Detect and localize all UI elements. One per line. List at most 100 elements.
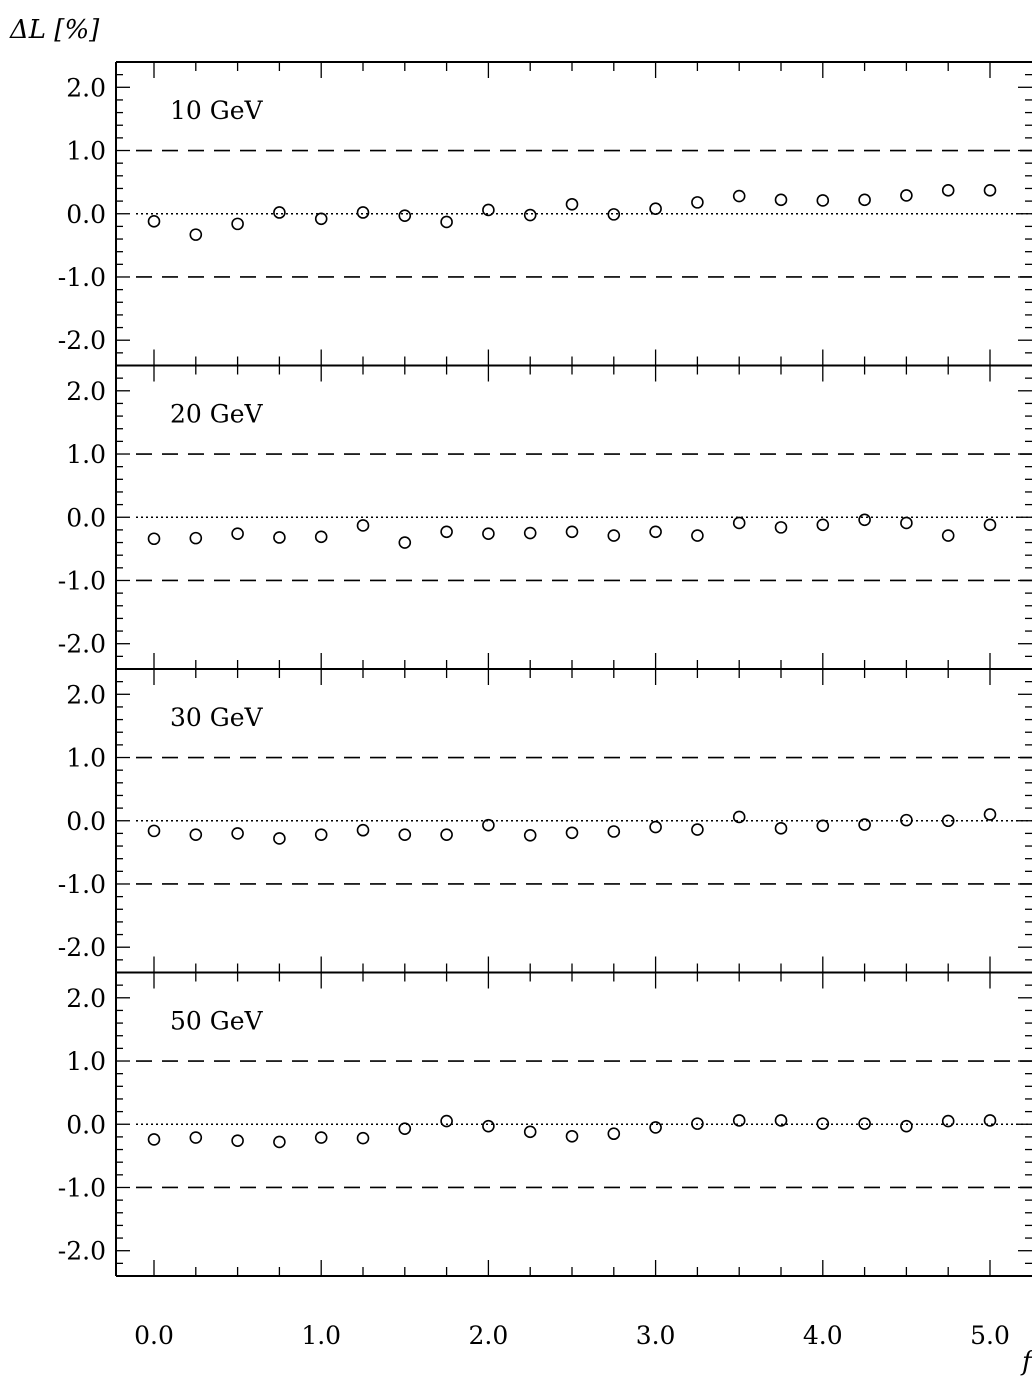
data-point xyxy=(231,217,244,231)
data-point xyxy=(314,212,328,226)
data-point xyxy=(607,208,621,221)
data-point xyxy=(273,832,286,845)
panel-1: 2.0 1.0 0.0 -1.0 -2.0 20 GeV xyxy=(58,364,1032,669)
data-point xyxy=(691,529,704,542)
panel-0: 2.0 1.0 0.0 -1.0 -2.0 10 GeV xyxy=(58,62,1032,366)
data-point xyxy=(273,531,286,544)
y-tick-label: 0.0 xyxy=(66,807,106,836)
panel-label: 50 GeV xyxy=(170,1007,264,1036)
y-tick-label: -2.0 xyxy=(58,630,106,659)
data-point xyxy=(189,1131,203,1144)
data-point xyxy=(983,808,997,821)
data-point xyxy=(649,525,662,539)
data-point xyxy=(440,828,453,841)
data-point xyxy=(523,828,537,842)
data-point xyxy=(565,197,579,211)
data-point xyxy=(398,828,412,841)
data-point xyxy=(231,527,244,540)
data-point xyxy=(607,1127,621,1141)
y-tick-label: 1.0 xyxy=(66,137,106,166)
data-point xyxy=(147,532,161,546)
data-point xyxy=(356,206,370,219)
data-point xyxy=(941,529,955,542)
data-point xyxy=(482,1119,495,1133)
y-tick-label: 0.0 xyxy=(66,1110,106,1139)
y-tick-label: 1.0 xyxy=(66,440,106,469)
data-point xyxy=(941,814,955,828)
y-axis-title: ΔL [%] xyxy=(9,15,100,45)
data-point xyxy=(816,819,830,833)
data-point xyxy=(816,194,830,207)
y-tick-label: 2.0 xyxy=(66,377,106,406)
data-point xyxy=(482,818,495,832)
panel-2: 2.0 1.0 0.0 -1.0 -2.0 30 GeV xyxy=(58,668,1032,973)
x-axis-title: f xyxy=(1020,1347,1032,1377)
x-tick-label: 0.0 xyxy=(134,1321,174,1350)
data-point xyxy=(732,516,746,530)
data-point xyxy=(983,518,997,532)
data-point xyxy=(691,196,704,209)
data-point xyxy=(189,228,203,241)
data-point xyxy=(523,208,537,222)
data-point xyxy=(900,1119,913,1133)
y-tick-label: -1.0 xyxy=(58,263,106,292)
x-tick-label: 5.0 xyxy=(970,1321,1010,1350)
y-tick-label: 2.0 xyxy=(66,680,106,709)
panel-3: 2.0 1.0 0.0 -1.0 -2.0 50 GeV xyxy=(58,971,1032,1276)
y-tick-label: -2.0 xyxy=(58,1237,106,1266)
data-point xyxy=(732,1114,746,1127)
y-tick-label: -1.0 xyxy=(58,566,106,595)
data-point xyxy=(398,1122,412,1135)
data-point xyxy=(356,823,370,837)
data-point xyxy=(147,1133,161,1146)
y-tick-label: -1.0 xyxy=(58,870,106,899)
data-point xyxy=(356,1131,370,1145)
y-tick-label: 1.0 xyxy=(66,744,106,773)
data-point xyxy=(649,820,662,834)
data-point xyxy=(941,1114,955,1128)
data-point xyxy=(900,813,913,827)
data-point xyxy=(649,202,662,215)
panel-label: 20 GeV xyxy=(170,400,264,429)
data-point xyxy=(983,1114,997,1127)
data-point xyxy=(273,1135,286,1149)
panel-label: 10 GeV xyxy=(170,96,264,125)
data-point xyxy=(607,825,621,838)
data-point xyxy=(983,184,997,197)
y-tick-label: 2.0 xyxy=(66,73,106,102)
x-tick-label: 2.0 xyxy=(469,1321,509,1350)
data-point xyxy=(523,1125,537,1139)
data-point xyxy=(231,1134,244,1147)
data-point xyxy=(482,527,495,540)
y-tick-label: -1.0 xyxy=(58,1173,106,1202)
data-point xyxy=(147,215,161,228)
data-point xyxy=(941,184,955,197)
data-point xyxy=(482,203,495,217)
y-tick-label: -2.0 xyxy=(58,933,106,962)
data-point xyxy=(398,209,412,222)
data-point xyxy=(858,513,871,527)
y-tick-label: 0.0 xyxy=(66,200,106,229)
data-point xyxy=(273,206,286,219)
data-point xyxy=(356,519,370,532)
data-point xyxy=(774,1114,788,1127)
data-point xyxy=(314,828,328,841)
data-point xyxy=(858,1117,871,1130)
data-point xyxy=(649,1121,662,1134)
y-tick-label: -2.0 xyxy=(58,326,106,355)
data-point xyxy=(231,827,244,840)
data-point xyxy=(691,1117,704,1130)
data-point xyxy=(565,1129,579,1143)
data-point xyxy=(189,531,203,545)
data-point xyxy=(858,818,871,831)
data-point xyxy=(565,826,579,840)
data-point xyxy=(774,193,788,207)
y-tick-label: 2.0 xyxy=(66,984,106,1013)
data-point xyxy=(565,525,579,539)
data-point xyxy=(774,822,788,835)
data-point xyxy=(314,530,328,544)
data-point xyxy=(691,823,704,836)
data-point xyxy=(816,1117,830,1130)
data-point xyxy=(774,521,788,534)
y-tick-label: 1.0 xyxy=(66,1047,106,1076)
